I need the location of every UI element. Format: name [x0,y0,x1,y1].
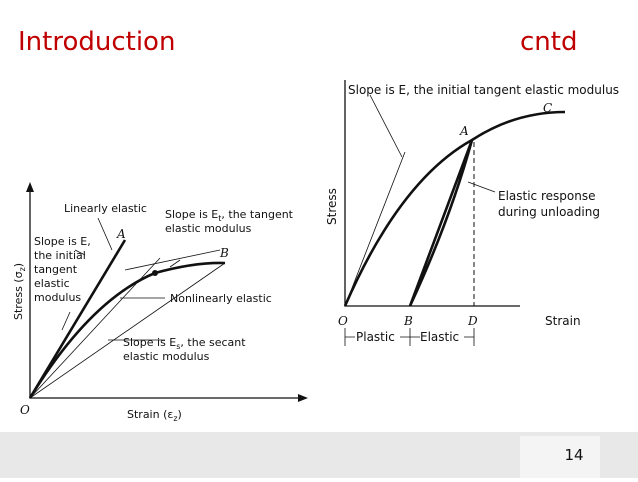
y-axis-label: Stress (σz) [12,263,27,320]
stress-strain-curve [343,110,566,307]
response-leader [467,181,496,193]
linear-label: Linearly elastic [64,202,147,215]
y-axis-label: Stress [325,188,339,225]
initial-label: Slope is E, the initial tangent elastic … [34,235,91,304]
title: Introduction [18,27,175,57]
x-axis-label: Strain [545,314,581,328]
left-diagram: Stress (σz) Strain (εz) O A B Linearly e… [12,182,308,423]
point-b: B [219,246,229,260]
secant-label: Slope is Es, the secant [123,336,246,351]
initial-line: Slope is E, [34,235,91,248]
initial-line: tangent [34,263,78,276]
plastic-label: Plastic [356,330,395,344]
tangent-point [152,270,158,276]
subtitle: cntd [520,27,577,57]
unloading-lines [408,139,474,307]
initial-line: the initial [34,249,86,262]
tangent-line [124,249,221,271]
tangent-label: Slope is Et, the tangent [165,208,294,223]
point-a: A [116,227,126,241]
initial-line: elastic [34,277,70,290]
dimension-lines [344,328,475,346]
initial-line: modulus [34,291,81,304]
origin-label: O [338,314,348,328]
secant-line [29,262,226,399]
point-c: C [543,101,552,115]
page-number: 14 [564,446,583,464]
right-diagram: Stress Strain Slope is E, the initial ta… [325,80,619,346]
x-axis-label: Strain (εz) [127,408,182,423]
point-d: D [467,314,478,328]
response-label: Elastic response [498,189,595,203]
nonlinear-label: Nonlinearly elastic [170,292,272,305]
axes [344,80,520,307]
elastic-label: Elastic [420,330,459,344]
tangent-label: elastic modulus [165,222,252,235]
leader-lines [61,217,181,341]
initial-tangent [344,94,406,307]
origin-label: O [20,403,30,417]
slope-label: Slope is E, the initial tangent elastic … [348,83,619,97]
secant-label: elastic modulus [123,350,210,363]
response-label: during unloading [498,205,600,219]
point-a: A [459,124,469,138]
point-b: B [403,314,413,328]
nonlinear-curve [28,261,226,399]
page-box [520,436,600,478]
tangent-at-origin [29,257,161,399]
